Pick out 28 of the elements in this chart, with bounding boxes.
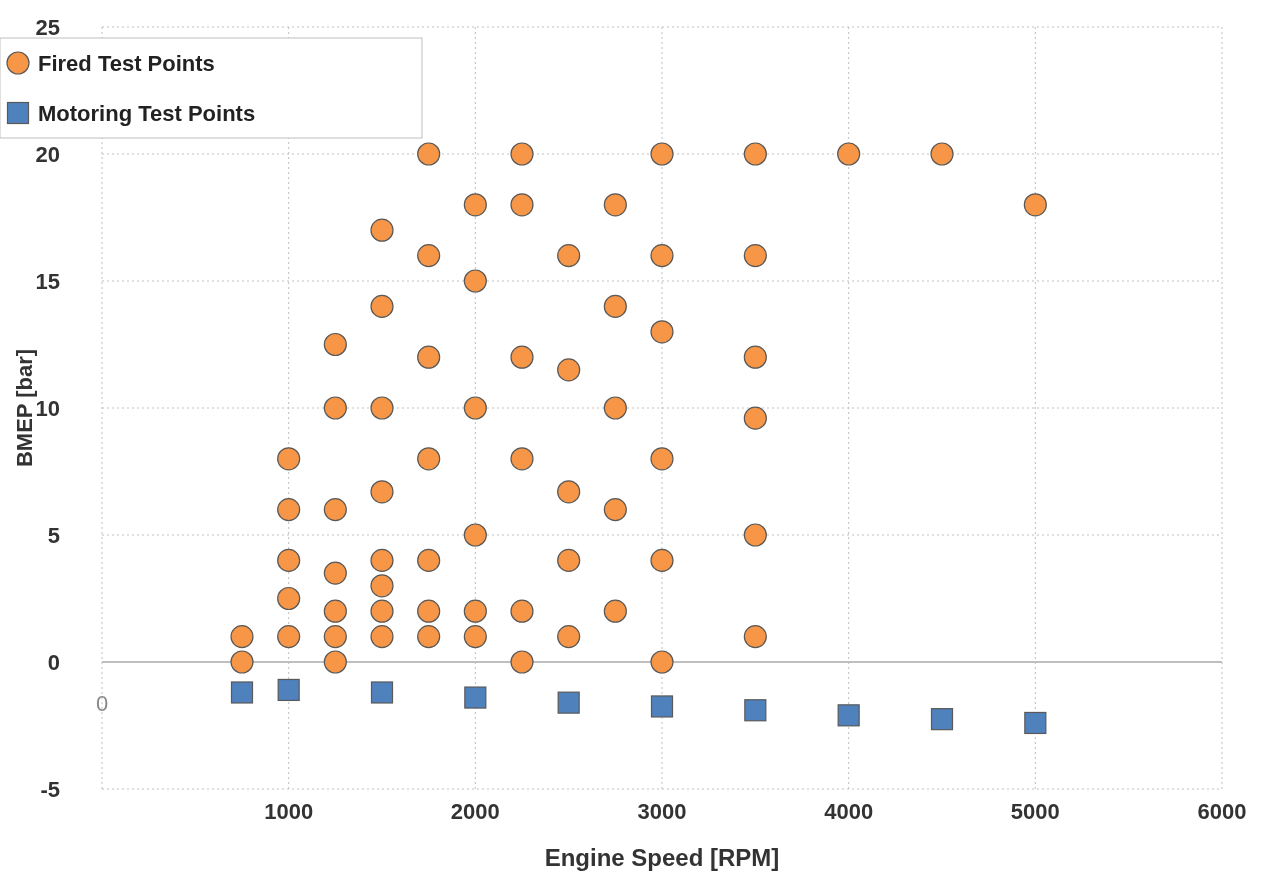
y-tick-label: 10 [35, 396, 60, 421]
x-tick-label: 2000 [450, 799, 500, 824]
y-axis-title: BMEP [bar] [12, 348, 37, 468]
x-axis-title: Engine Speed [RPM] [544, 844, 780, 871]
y-tick-label: 20 [35, 142, 60, 167]
y-tick-label: 15 [35, 269, 60, 294]
point [930, 708, 954, 731]
y-tick-label: 25 [35, 15, 60, 40]
x-tick-label: 6000 [1197, 799, 1247, 824]
point [557, 691, 580, 714]
x-tick-label: 3000 [637, 799, 687, 824]
point [370, 681, 394, 704]
point [744, 699, 767, 722]
point [230, 681, 254, 704]
point [837, 704, 860, 727]
point [464, 686, 487, 709]
point [277, 678, 300, 702]
legend-label: Motoring Test Points [38, 101, 256, 126]
point [1024, 711, 1047, 735]
legend-label: Fired Test Points [38, 51, 215, 76]
x-tick-label: 4000 [824, 799, 874, 824]
point [650, 695, 674, 718]
annotation: 0 [95, 690, 109, 716]
x-tick-label: 1000 [264, 799, 314, 824]
y-tick-label: 5 [47, 523, 60, 548]
y-tick-label: -5 [40, 777, 60, 802]
y-tick-label: 0 [47, 650, 60, 675]
x-tick-label: 5000 [1010, 799, 1060, 824]
